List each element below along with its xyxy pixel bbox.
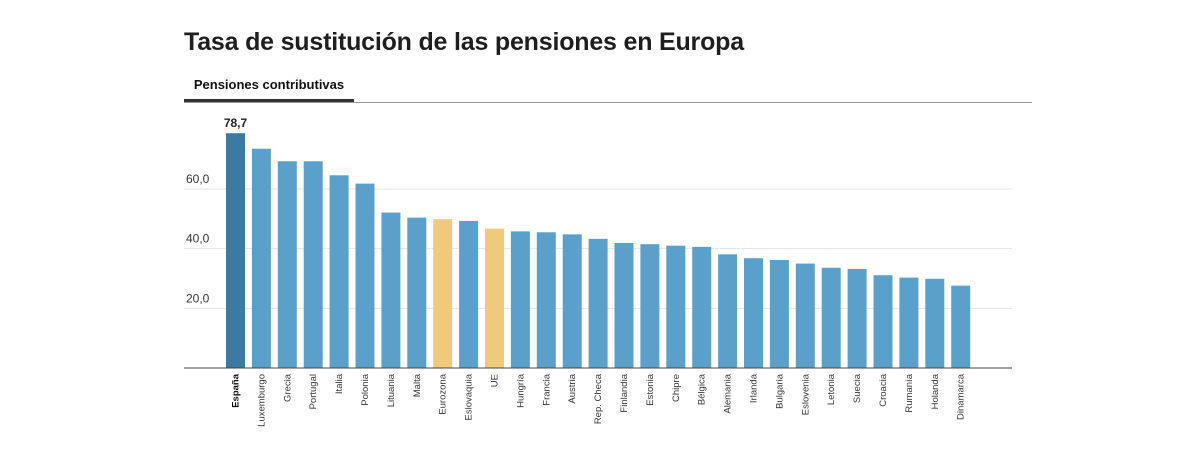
x-tick-label: Holanda — [930, 373, 941, 409]
bar — [925, 278, 945, 368]
x-tick-label: Eslovenia — [800, 373, 811, 415]
x-tick-label: Dinamarca — [956, 373, 967, 420]
y-tick-label: 20,0 — [186, 291, 210, 305]
x-tick-label: Lituania — [386, 373, 397, 407]
x-tick-label: Austria — [567, 373, 578, 403]
y-tick-label: 40,0 — [186, 232, 210, 246]
x-tick-label: Portugal — [308, 374, 319, 409]
bar — [510, 231, 530, 368]
bar — [485, 228, 504, 368]
bar — [744, 258, 763, 368]
bar — [381, 212, 401, 368]
bar — [640, 244, 660, 368]
x-tick-label: Letonia — [826, 373, 837, 405]
x-tick-label: Rumanía — [904, 373, 915, 412]
x-tick-label: Estonia — [645, 373, 656, 405]
bar — [769, 260, 789, 368]
bar — [355, 183, 375, 368]
x-tick-label: Finlandia — [619, 373, 630, 412]
bar — [226, 133, 245, 368]
bar — [821, 267, 841, 368]
x-tick-label: Italia — [334, 373, 345, 394]
x-tick-label: Malta — [412, 373, 423, 397]
x-tick-label: Alemania — [723, 373, 734, 413]
bar — [562, 234, 582, 368]
x-tick-label: Irlanda — [749, 373, 760, 403]
bar — [873, 275, 893, 368]
x-tick-label: Hungría — [515, 373, 526, 408]
bar — [433, 219, 453, 368]
bar — [692, 246, 712, 368]
bar — [847, 268, 867, 368]
bar — [899, 277, 919, 368]
x-tick-label: Polonia — [360, 373, 371, 405]
x-tick-label: Francia — [541, 373, 552, 405]
bar — [251, 148, 271, 368]
bar — [795, 263, 815, 368]
x-tick-label: Eurozona — [438, 373, 449, 414]
x-tick-label: Eslovaquia — [464, 373, 475, 420]
bar — [407, 217, 427, 368]
bar — [718, 254, 738, 368]
chart-title: Tasa de sustitución de las pensiones en … — [184, 28, 744, 56]
bar — [614, 242, 634, 368]
y-tick-label: 60,0 — [186, 172, 210, 186]
x-tick-label: Grecia — [282, 373, 293, 402]
x-tick-label: Luxemburgo — [256, 374, 267, 427]
x-tick-label: Bulgaria — [774, 373, 785, 409]
x-tick-label: Chipre — [671, 374, 682, 402]
x-tick-label: Suecia — [852, 373, 863, 403]
tab-pensiones-contributivas[interactable]: Pensiones contributivas — [184, 74, 354, 102]
x-tick-label: UE — [490, 374, 501, 387]
x-tick-label: Rep. Checa — [593, 373, 604, 424]
x-tick-label: Croacia — [878, 373, 889, 406]
bar — [277, 161, 297, 368]
x-tick-label: España — [231, 373, 242, 408]
tab-divider — [184, 102, 1032, 103]
bar — [329, 175, 349, 368]
x-tick-label: Bélgica — [697, 373, 708, 405]
data-label: 78,7 — [224, 116, 248, 130]
bar — [951, 285, 971, 368]
bar — [303, 161, 323, 368]
bar — [536, 232, 556, 368]
bar — [459, 220, 479, 368]
bar — [588, 238, 608, 368]
bar — [666, 245, 686, 368]
